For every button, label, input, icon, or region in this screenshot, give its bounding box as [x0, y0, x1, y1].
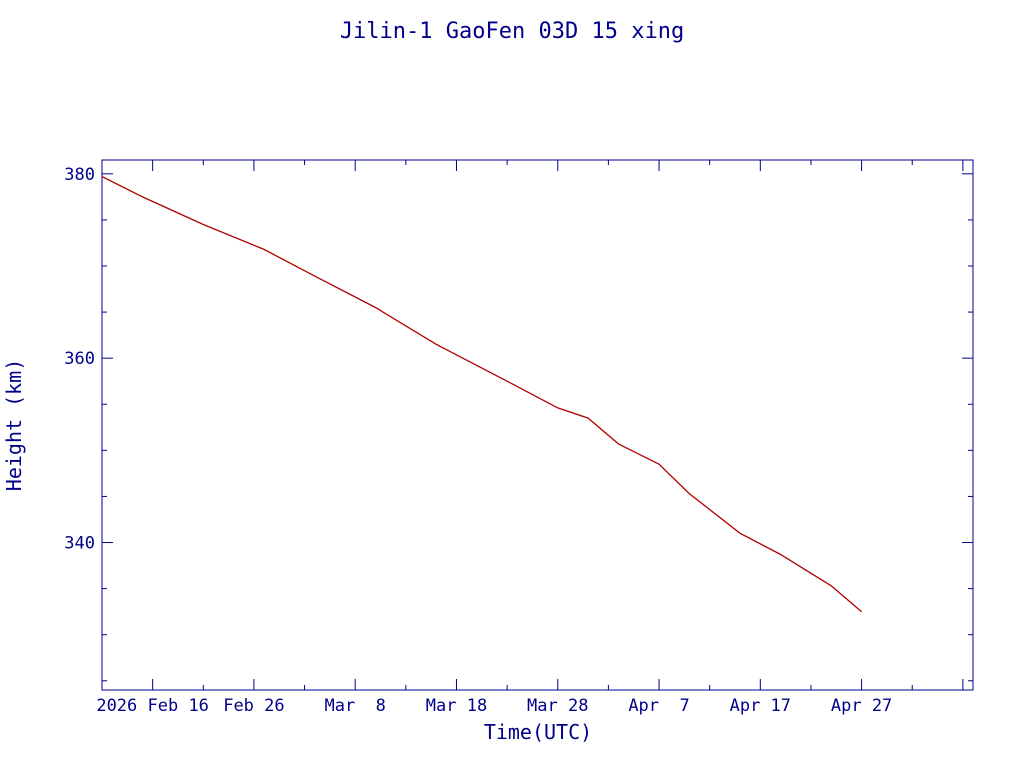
series-line [101, 176, 863, 613]
x-tick-label: Mar 18 [426, 696, 487, 716]
axis-ticks: 2026 Feb 16 Feb 26 Mar 8 Mar 18 Mar 28 Apr 7 A… [64, 160, 973, 716]
x-tick-label: Mar 8 [324, 696, 385, 716]
y-tick-label: 380 [64, 165, 95, 185]
x-tick-label: 2026 Feb 16 [96, 696, 209, 716]
y-axis-title: Height (km) [2, 359, 26, 491]
x-axis-title: Time(UTC) [484, 720, 592, 744]
x-tick-label: Apr 17 [730, 696, 791, 716]
x-tick-label: Mar 28 [527, 696, 588, 716]
chart-title: Jilin-1 GaoFen 03D 15 xing [340, 19, 684, 44]
x-tick-label: Apr 27 [831, 696, 892, 716]
plot-frame [101, 159, 974, 691]
x-tick-label: Apr 7 [628, 696, 689, 716]
x-tick-label: Feb 26 [223, 696, 284, 716]
y-tick-label: 340 [64, 534, 95, 554]
y-tick-label: 360 [64, 349, 95, 369]
series-group [101, 176, 863, 613]
